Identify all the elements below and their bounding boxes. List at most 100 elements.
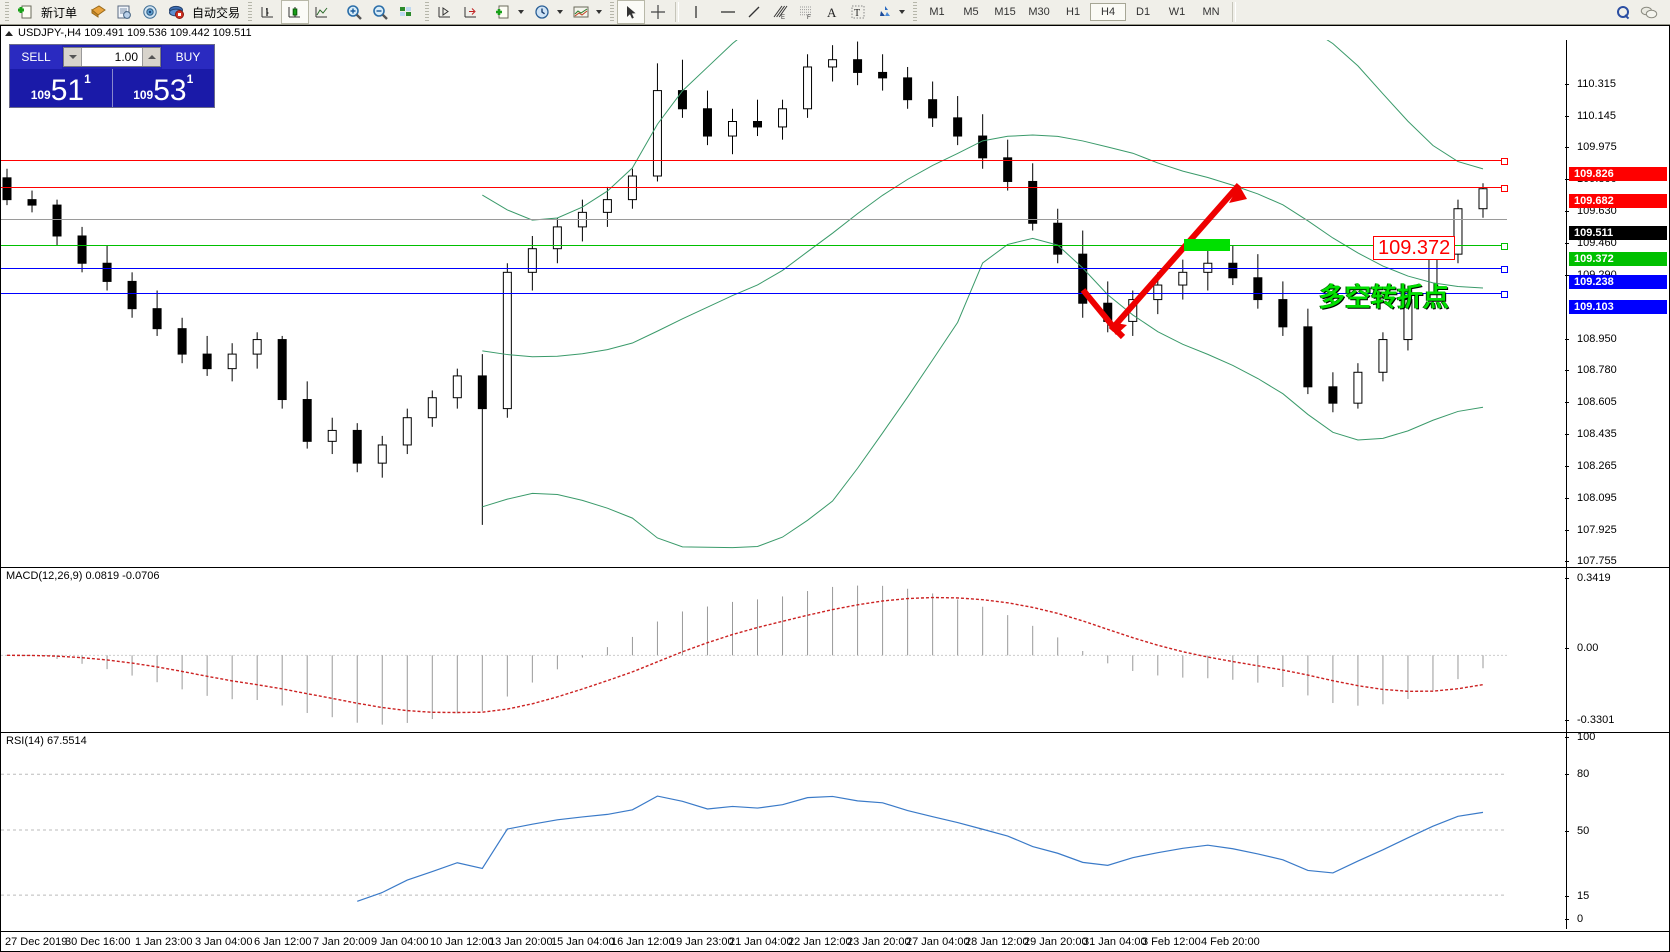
rsi-pane-separator [1,732,1669,733]
search-icon[interactable] [1610,1,1636,23]
time-axis[interactable]: 27 Dec 2019 30 Dec 16:00 1 Jan 23:00 3 Jan … [1,932,1669,952]
auto-scroll-icon[interactable] [432,1,458,23]
templates-dropdown-arrow[interactable] [596,10,603,14]
price-badge-red[interactable]: 109.826 [1569,167,1667,181]
timeframe-mn[interactable]: MN [1202,6,1220,18]
time-tick: 23 Jan 20:00 [847,936,911,948]
text-label-icon[interactable]: T [845,1,871,23]
macd-pane[interactable]: MACD(12,26,9) 0.0819 -0.0706 0.3419 0.00 -… [1,568,1669,732]
price-pane[interactable]: 109.372 多空转折点 110.315 110.145 109.975 109.8… [1,40,1669,567]
volume-increase-button[interactable] [142,48,160,66]
timeframe-d1[interactable]: D1 [1136,6,1151,18]
toolbar-separator [675,2,680,22]
volume-input[interactable]: 1.00 [82,48,142,66]
chart-shift-end-icon[interactable] [458,1,484,23]
time-tick: 22 Jan 12:00 [788,936,852,948]
text-annotation[interactable]: 多空转折点 [1319,283,1450,313]
draw-toolbar-grip[interactable] [610,2,615,22]
price-badge-black[interactable]: 109.511 [1569,226,1667,240]
data-window-icon[interactable] [111,1,137,23]
price-badge-blue[interactable]: 109.238 [1569,275,1667,289]
cursor-icon[interactable] [617,0,646,24]
timeframe-m30[interactable]: M30 [1028,6,1050,18]
timeframe-m15[interactable]: M15 [994,6,1016,18]
time-tick: 27 Jan 04:00 [906,936,970,948]
buy-button[interactable]: BUY [162,45,214,69]
price-tick: 109.460 [1565,237,1669,250]
candlestick-chart-icon[interactable] [281,0,310,24]
support-line-2[interactable] [1,291,1508,298]
timeframe-h1[interactable]: H1 [1066,6,1081,18]
one-click-trading-panel[interactable]: SELL 1.00 BUY 109 51 1 109 53 1 [9,44,215,108]
price-badge-blue[interactable]: 109.103 [1569,300,1667,314]
fibonacci-icon[interactable]: F [793,1,819,23]
price-badge-red[interactable]: 109.682 [1569,194,1667,208]
time-tick: 16 Jan 12:00 [611,936,675,948]
new-order-label[interactable]: 新订单 [41,5,78,20]
autotrading-label[interactable]: 自动交易 [192,5,241,20]
price-tick: 108.605 [1565,396,1669,409]
line-chart-icon[interactable] [309,1,335,23]
timeframe-h4[interactable]: H4 [1090,3,1127,21]
highlight-rectangle[interactable] [1184,239,1230,251]
volume-decrease-button[interactable] [64,48,82,66]
periods-dropdown-arrow[interactable] [557,10,564,14]
timeframe-toolbar-grip[interactable] [913,2,918,22]
horizontal-line-icon[interactable] [715,1,741,23]
sell-price-main: 51 [50,74,85,107]
vertical-line-icon[interactable] [683,1,709,23]
time-tick: 28 Jan 12:00 [965,936,1029,948]
price-tick: 110.315 [1565,78,1669,91]
indicators-dropdown-arrow[interactable] [518,10,525,14]
price-tick: 107.755 [1565,555,1669,567]
pivot-line[interactable] [1,243,1508,250]
shapes-dropdown-arrow[interactable] [899,10,906,14]
price-callout-annotation[interactable]: 109.372 [1373,236,1456,260]
chart-shift-icon[interactable] [393,1,419,23]
support-line-1[interactable] [1,266,1508,273]
zoom-out-icon[interactable] [367,1,393,23]
time-tick: 1 Jan 23:00 [135,936,193,948]
autotrading-icon[interactable] [163,1,189,23]
macd-plot [1,585,1507,725]
navigator-icon[interactable] [137,1,163,23]
periods-icon[interactable] [529,1,555,23]
shapes-icon[interactable] [871,1,897,23]
timeframe-m5[interactable]: M5 [963,6,979,18]
time-tick: 29 Jan 20:00 [1024,936,1088,948]
equidistant-channel-icon[interactable]: E [767,1,793,23]
buy-price[interactable]: 109 53 1 [111,69,215,107]
resistance-line-1[interactable] [1,158,1508,165]
crosshair-icon[interactable] [645,1,671,23]
buy-price-prefix: 109 [133,88,154,102]
timeframe-m1[interactable]: M1 [929,6,945,18]
time-tick: 19 Jan 23:00 [670,936,734,948]
rsi-tick: 50 [1565,825,1669,838]
time-tick: 3 Jan 04:00 [195,936,253,948]
volume-stepper[interactable]: 1.00 [63,47,161,67]
chart-window[interactable]: USDJPY-,H4 109.491 109.536 109.442 109.5… [0,25,1670,952]
market-watch-icon[interactable] [85,1,111,23]
sell-price[interactable]: 109 51 1 [10,69,112,107]
toolbar-grip[interactable] [5,2,9,22]
collapse-triangle-icon[interactable] [5,30,13,36]
resistance-line-2[interactable] [1,185,1508,192]
timeframe-w1[interactable]: W1 [1168,6,1186,18]
trend-arrow-drawing[interactable] [1061,145,1361,445]
price-badge-green[interactable]: 109.372 [1569,252,1667,266]
shift-toolbar-grip[interactable] [425,2,430,22]
trendline-icon[interactable] [741,1,767,23]
time-tick: 13 Jan 20:00 [489,936,553,948]
bar-chart-icon[interactable] [255,1,281,23]
templates-icon[interactable] [568,1,594,23]
svg-text:F: F [807,15,811,20]
sell-button[interactable]: SELL [10,45,62,69]
time-tick: 9 Jan 04:00 [371,936,429,948]
rsi-pane[interactable]: RSI(14) 67.5514 100 80 50 15 0 [1,733,1669,931]
text-icon[interactable]: A [819,1,845,23]
indicators-icon[interactable] [490,1,516,23]
new-order-icon[interactable] [12,1,38,23]
chart-toolbar-grip[interactable] [248,2,253,22]
zoom-in-icon[interactable] [341,1,367,23]
chat-icon[interactable] [1636,1,1662,23]
